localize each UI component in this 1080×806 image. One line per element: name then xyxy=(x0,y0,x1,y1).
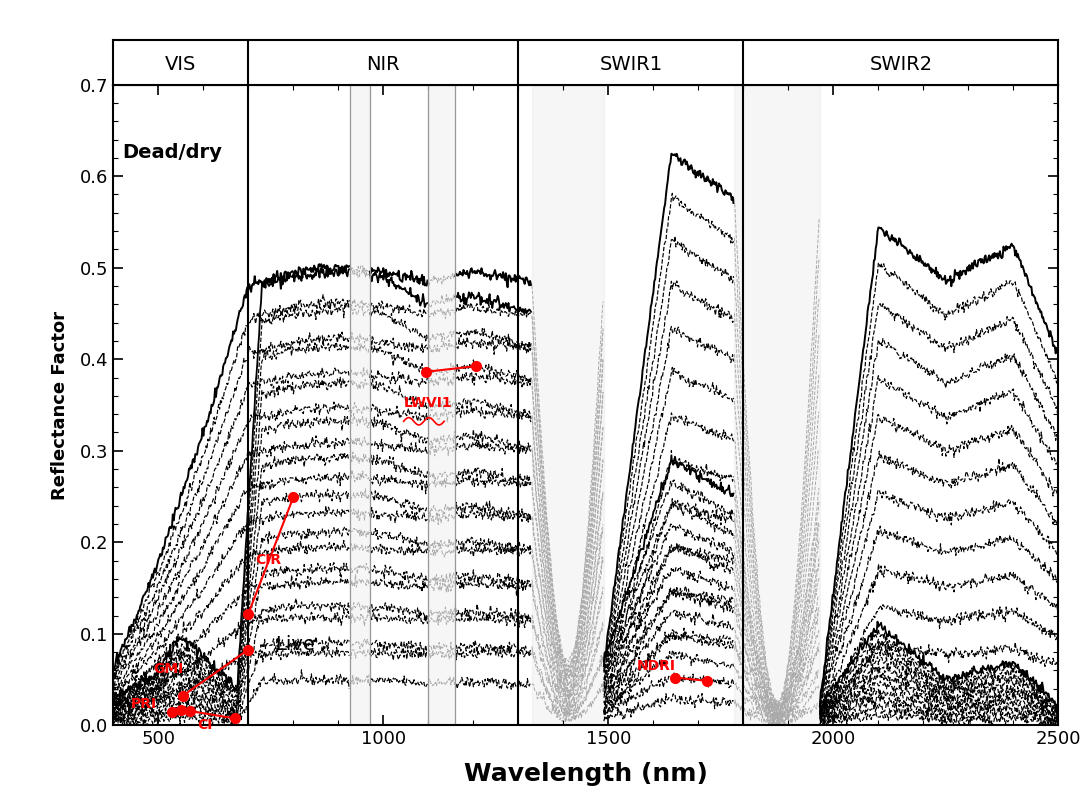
Bar xyxy=(350,85,369,725)
X-axis label: Wavelength (nm): Wavelength (nm) xyxy=(464,762,707,786)
Text: GMI: GMI xyxy=(153,662,184,676)
Text: LWVI1: LWVI1 xyxy=(404,396,453,409)
Text: Live: Live xyxy=(275,635,315,654)
Text: CI: CI xyxy=(198,718,213,733)
Y-axis label: Reflectance Factor: Reflectance Factor xyxy=(51,310,69,500)
Text: SWIR1: SWIR1 xyxy=(599,55,662,74)
Bar xyxy=(734,85,820,725)
Bar xyxy=(532,85,604,725)
Text: SWIR2: SWIR2 xyxy=(869,55,932,74)
Text: Dead/dry: Dead/dry xyxy=(122,143,222,162)
Text: PRI: PRI xyxy=(131,697,157,711)
Text: VIS: VIS xyxy=(165,55,197,74)
Text: CIR: CIR xyxy=(255,554,281,567)
Text: NIR: NIR xyxy=(366,55,401,74)
Text: NDRI: NDRI xyxy=(636,659,675,673)
Bar xyxy=(429,85,456,725)
